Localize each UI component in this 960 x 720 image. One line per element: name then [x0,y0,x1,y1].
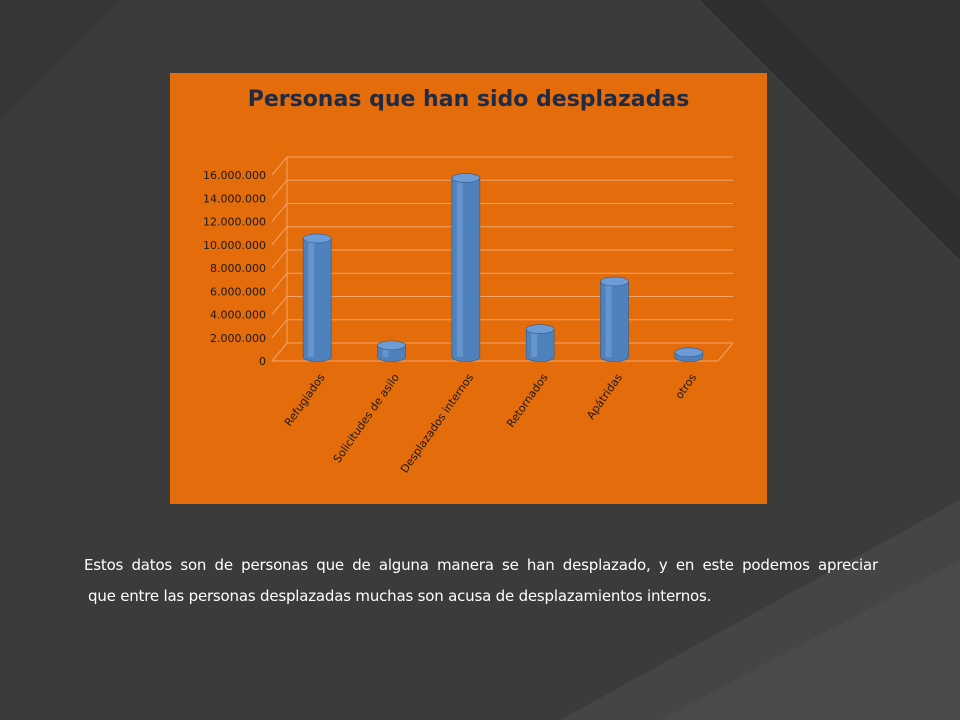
bar-top [377,340,406,351]
y-tick-label: 6.000.000 [210,285,266,298]
floor-side-edge [717,342,734,362]
bar-highlight [308,238,315,357]
x-tick-label: Retornados [504,371,551,430]
x-tick-label: Refugiados [282,371,328,429]
x-tick-label: Apátridas [584,371,625,422]
gridline-depth [271,156,288,176]
caption-line-2: que entre las personas desplazadas mucha… [88,587,712,605]
bar-highlight [531,329,538,357]
y-tick-label: 10.000.000 [203,239,266,252]
x-tick-label: Solicitudes de asilo [331,371,402,465]
bar-top [525,324,555,334]
gridline-depth [271,249,288,269]
bar-top [600,276,629,287]
gridline-depth [271,296,288,315]
bar-chart: 0 2.000.000 4.000.000 6.000.000 8.000.000 10.… [203,156,734,475]
y-tick-label: 16.000.000 [203,169,266,182]
gridline-depth [271,319,288,339]
bar-highlight [605,281,612,357]
gridline-depth [271,272,288,292]
caption-line-1: Estos datos son de personas que de algun… [84,556,878,574]
bar-highlight [456,177,463,357]
y-tick-label: 12.000.000 [203,216,266,229]
y-tick-label: 0 [259,355,266,368]
bar [451,177,481,362]
bar [600,281,629,362]
bar-top [302,233,332,244]
chart-title: Personas que han sido desplazadas [247,87,690,112]
y-tick-label: 2.000.000 [210,332,266,345]
gridline-depth [271,342,288,362]
bar-top [451,173,481,183]
y-tick-label: 14.000.000 [203,192,266,205]
bar [525,328,555,362]
chart-panel: Personas que han sido desplazadas 0 2.000… [170,73,767,504]
x-tick-label: Desplazados internos [398,371,477,475]
slide-caption: Estos datos son de personas que de algun… [84,550,878,612]
gridline-depth [271,226,288,246]
bar-highlight [382,345,389,357]
y-tick-label: 8.000.000 [210,262,266,275]
gridline-depth [271,203,288,222]
bar-top [674,347,704,358]
y-tick-label: 4.000.000 [210,309,266,322]
gridline-depth [271,179,288,199]
bar [302,238,332,362]
x-tick-label: otros [673,371,700,401]
